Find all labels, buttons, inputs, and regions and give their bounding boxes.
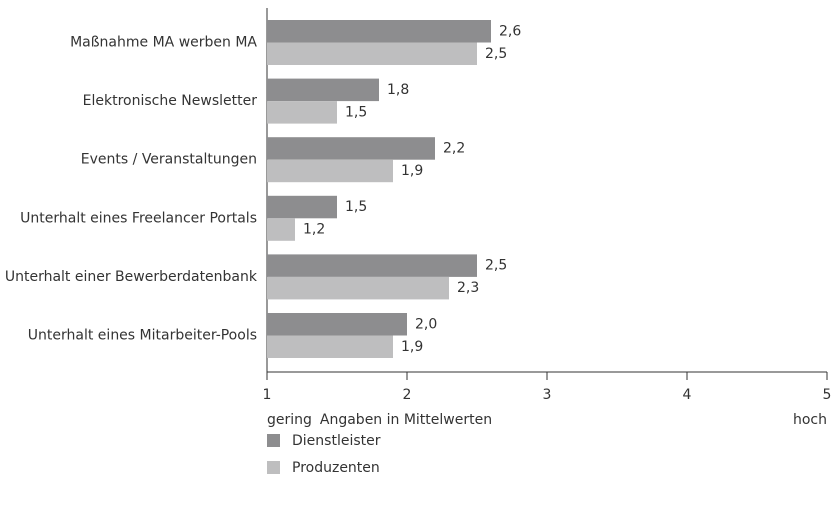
- y-tick-label: Unterhalt eines Freelancer Portals: [20, 210, 257, 226]
- value-label: 1,2: [303, 222, 325, 238]
- legend-label: Dienstleister: [292, 433, 381, 449]
- y-tick-label: Unterhalt eines Mitarbeiter-Pools: [28, 328, 257, 344]
- x-axis-label: Angaben in Mittelwerten: [320, 412, 492, 428]
- value-label: 1,5: [345, 104, 367, 120]
- x-tick-label: 4: [683, 387, 692, 403]
- bar: [267, 20, 491, 43]
- y-tick-label: Events / Veranstaltungen: [81, 152, 257, 168]
- value-label: 2,2: [443, 140, 465, 156]
- value-label: 1,5: [345, 199, 367, 215]
- x-tick-label: 3: [543, 387, 552, 403]
- bar: [267, 195, 337, 219]
- y-tick-label: Maßnahme MA werben MA: [70, 35, 257, 51]
- value-label: 2,6: [499, 23, 521, 39]
- x-tick-label: 2: [403, 387, 412, 403]
- value-label: 2,0: [415, 316, 437, 332]
- bar: [267, 313, 407, 336]
- legend-swatch: [267, 434, 280, 447]
- x-tick-label: 5: [823, 387, 832, 403]
- bar: [267, 78, 379, 102]
- value-label: 2,5: [485, 46, 507, 62]
- x-axis-low-label: gering: [267, 412, 312, 428]
- bar: [267, 137, 435, 160]
- legend-swatch: [267, 461, 280, 474]
- bar: [267, 276, 449, 300]
- bar: [267, 254, 477, 277]
- value-label: 1,9: [401, 339, 423, 355]
- bar: [267, 335, 393, 358]
- value-label: 1,9: [401, 163, 423, 179]
- bar: [267, 42, 477, 65]
- x-axis-high-label: hoch: [793, 412, 827, 428]
- bar: [267, 159, 393, 183]
- y-tick-label: Elektronische Newsletter: [83, 93, 258, 109]
- value-label: 2,3: [457, 280, 479, 296]
- bar: [267, 218, 295, 241]
- x-tick-label: 1: [263, 387, 272, 403]
- value-label: 2,5: [485, 258, 507, 274]
- value-label: 1,8: [387, 82, 409, 98]
- legend-label: Produzenten: [292, 460, 380, 476]
- bar: [267, 101, 337, 124]
- y-tick-label: Unterhalt einer Bewerberdatenbank: [5, 269, 258, 285]
